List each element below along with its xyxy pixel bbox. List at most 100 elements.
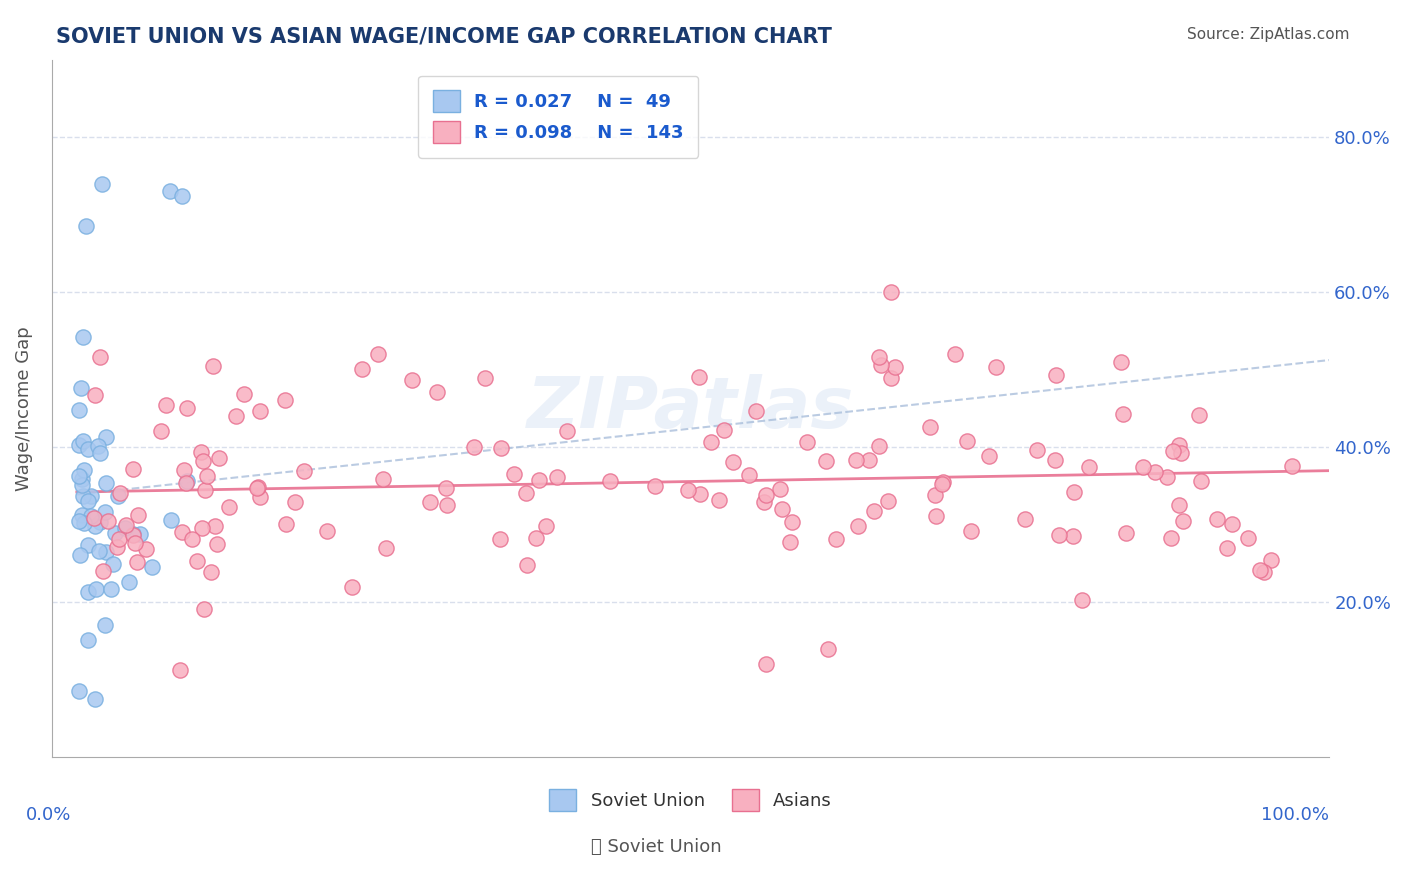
Point	[755, 488, 778, 502]
Point	[880, 285, 903, 300]
Point	[180, 532, 202, 546]
Point	[172, 189, 194, 203]
Point	[546, 470, 568, 484]
Point	[83, 519, 105, 533]
Point	[208, 450, 231, 465]
Point	[943, 347, 966, 361]
Point	[524, 531, 547, 545]
Point	[1160, 531, 1182, 545]
Point	[1168, 498, 1191, 512]
Point	[84, 691, 107, 706]
Text: ZIPatlas: ZIPatlas	[527, 374, 855, 443]
Point	[1161, 443, 1184, 458]
Point	[107, 489, 129, 503]
Point	[868, 350, 890, 364]
Point	[1260, 552, 1282, 566]
Point	[676, 483, 699, 497]
Text: 0.0%: 0.0%	[27, 806, 72, 824]
Point	[127, 508, 149, 522]
Y-axis label: Wage/Income Gap: Wage/Income Gap	[15, 326, 32, 491]
Point	[190, 444, 212, 458]
Point	[515, 486, 537, 500]
Point	[780, 516, 803, 530]
Point	[350, 361, 373, 376]
Point	[108, 532, 131, 546]
Point	[1249, 563, 1271, 577]
Point	[72, 434, 94, 449]
Point	[925, 508, 948, 523]
Point	[232, 387, 254, 401]
Point	[89, 446, 111, 460]
Text: Source: ZipAtlas.com: Source: ZipAtlas.com	[1187, 27, 1350, 42]
Point	[436, 499, 458, 513]
Legend: R = 0.027    N =  49, R = 0.098    N =  143: R = 0.027 N = 49, R = 0.098 N = 143	[419, 76, 699, 158]
Point	[67, 438, 90, 452]
Point	[884, 359, 907, 374]
Point	[94, 430, 117, 444]
Text: 100.0%: 100.0%	[1261, 806, 1329, 824]
Point	[534, 519, 557, 533]
Point	[986, 359, 1008, 374]
Point	[1045, 368, 1067, 382]
Point	[176, 401, 198, 415]
Point	[1188, 408, 1211, 422]
Point	[1062, 529, 1084, 543]
Point	[205, 537, 228, 551]
Point	[72, 330, 94, 344]
Point	[101, 557, 124, 571]
Point	[96, 476, 118, 491]
Point	[90, 177, 112, 191]
Point	[284, 495, 307, 509]
Point	[193, 602, 215, 616]
Point	[527, 474, 550, 488]
Point	[247, 480, 270, 494]
Point	[599, 474, 621, 488]
Point	[122, 461, 145, 475]
Point	[176, 474, 198, 488]
Point	[169, 663, 191, 677]
Point	[105, 540, 128, 554]
Point	[125, 554, 148, 568]
Point	[1043, 452, 1066, 467]
Point	[932, 475, 955, 489]
Point	[94, 504, 117, 518]
Point	[274, 517, 297, 532]
Point	[1215, 541, 1237, 556]
Point	[924, 488, 946, 502]
Point	[502, 467, 524, 482]
Point	[1025, 442, 1047, 457]
Point	[97, 514, 120, 528]
Point	[489, 533, 512, 547]
Point	[76, 494, 98, 508]
Point	[246, 481, 269, 495]
Point	[1132, 459, 1154, 474]
Point	[707, 492, 730, 507]
Point	[124, 535, 146, 549]
Point	[70, 472, 93, 486]
Point	[128, 526, 150, 541]
Point	[80, 489, 103, 503]
Point	[200, 565, 222, 579]
Point	[174, 475, 197, 490]
Point	[688, 370, 710, 384]
Point	[516, 558, 538, 573]
Point	[644, 478, 666, 492]
Point	[880, 371, 903, 385]
Point	[918, 420, 941, 434]
Point	[67, 469, 90, 483]
Point	[815, 453, 838, 467]
Point	[868, 439, 890, 453]
Point	[1047, 528, 1070, 542]
Point	[721, 455, 744, 469]
Point	[848, 518, 870, 533]
Point	[77, 632, 100, 647]
Point	[434, 482, 457, 496]
Point	[135, 542, 157, 557]
Point	[474, 371, 496, 385]
Point	[1115, 525, 1137, 540]
Point	[70, 381, 93, 395]
Point	[186, 554, 208, 568]
Point	[76, 585, 98, 599]
Point	[94, 544, 117, 558]
Point	[755, 657, 778, 672]
